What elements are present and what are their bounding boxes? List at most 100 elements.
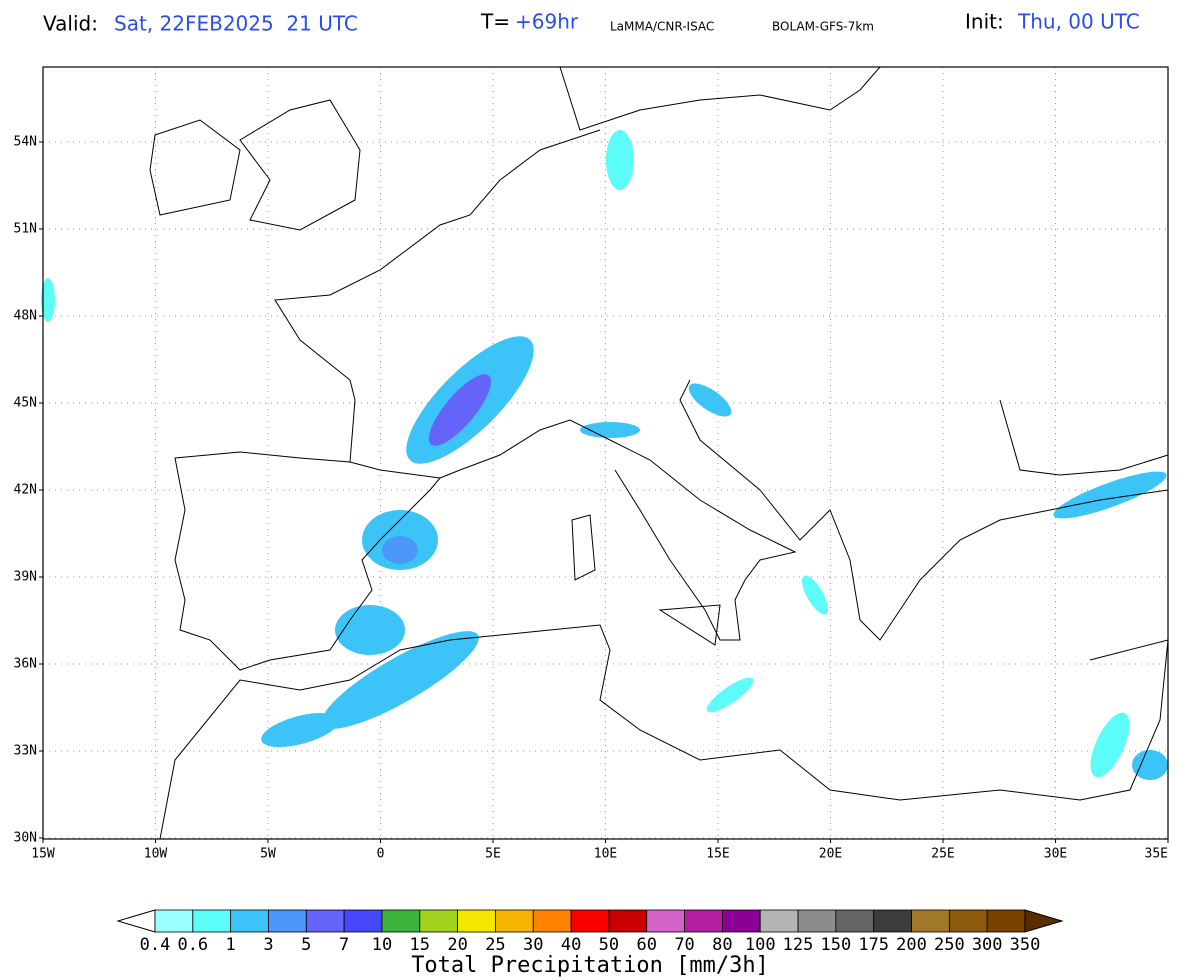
precip-area: [335, 605, 405, 655]
precip-area: [1053, 471, 1167, 519]
coastline: [174, 451, 441, 671]
colorbar-label: 1: [226, 935, 236, 955]
colorbar-label: 175: [858, 935, 889, 955]
colorbar-label: 15: [410, 935, 430, 955]
colorbar-box: [532, 909, 572, 933]
colorbar-label: 350: [1010, 935, 1041, 955]
colorbar-box: [986, 909, 1026, 933]
colorbar-box: [381, 909, 421, 933]
colorbar-box: [192, 909, 232, 933]
lon-label: 10W: [144, 847, 168, 862]
precip-area: [706, 677, 754, 713]
lon-label: 30E: [1044, 847, 1067, 862]
lon-label: 35E: [1145, 847, 1168, 862]
colorbar-label: 0.6: [177, 935, 208, 955]
coastline: [149, 119, 241, 216]
coastline: [159, 624, 1169, 840]
lon-label: 5E: [485, 847, 501, 862]
precip-area: [688, 383, 732, 417]
coastline: [274, 129, 601, 463]
colorbar-label: 250: [934, 935, 965, 955]
colorbar-label: 125: [783, 935, 814, 955]
init-label: Init:: [965, 10, 1004, 34]
coastlines: [149, 66, 1169, 840]
colorbar-box: [911, 909, 950, 933]
colorbar-label: 50: [599, 935, 619, 955]
precip-area: [1090, 712, 1130, 778]
lat-label: 48N: [14, 309, 37, 324]
precipitation: [41, 130, 1168, 780]
colorbar-box: [721, 909, 761, 933]
colorbar-box: [646, 909, 685, 933]
colorbar-title: Total Precipitation [mm/3h]: [411, 953, 769, 978]
colorbar-box: [684, 909, 723, 933]
colorbar-label: 80: [712, 935, 732, 955]
lat-label: 45N: [14, 396, 37, 411]
t-value: +69hr: [515, 10, 579, 34]
coastline: [559, 66, 881, 131]
colorbar-label: 7: [339, 935, 349, 955]
lon-label: 5W: [260, 847, 276, 862]
lon-label: 15W: [31, 847, 55, 862]
lat-label: 39N: [14, 570, 37, 585]
map-frame: [42, 66, 1169, 840]
colorbar-label: 0.4: [140, 935, 171, 955]
coastline: [239, 99, 361, 231]
colorbar-box: [343, 909, 383, 933]
precip-area: [261, 712, 339, 748]
colorbar-label: 300: [972, 935, 1003, 955]
valid-label: Valid:: [43, 12, 98, 36]
model: BOLAM-GFS-7km: [772, 20, 874, 34]
precip-area: [321, 631, 479, 729]
colorbar-arrow: [116, 909, 156, 933]
colorbar-box: [419, 909, 459, 933]
colorbar-label: 3: [263, 935, 273, 955]
colorbar-label: 40: [561, 935, 581, 955]
precip-area: [41, 278, 55, 322]
lat-label: 51N: [14, 222, 37, 237]
colorbar-box: [570, 909, 610, 933]
colorbar-label: 100: [745, 935, 776, 955]
lon-label: 20E: [819, 847, 842, 862]
coastline: [679, 379, 1169, 641]
colorbar-box: [457, 909, 496, 933]
lon-label: 0: [377, 847, 385, 862]
lat-label: 36N: [14, 657, 37, 672]
precip-area: [428, 374, 492, 446]
colorbar-box: [268, 909, 307, 933]
lat-label: 42N: [14, 483, 37, 498]
lon-label: 25E: [931, 847, 954, 862]
colorbar-arrow: [1024, 909, 1064, 933]
precip-area: [1132, 750, 1168, 780]
lat-label: 30N: [14, 831, 37, 846]
lat-label: 33N: [14, 744, 37, 759]
precip-area: [802, 575, 828, 615]
source: LaMMA/CNR-ISAC: [610, 20, 714, 34]
lon-label: 10E: [594, 847, 617, 862]
colorbar-label: 150: [821, 935, 852, 955]
colorbar-label: 25: [485, 935, 505, 955]
coastline: [999, 399, 1169, 476]
colorbar-box: [835, 909, 875, 933]
colorbar-box: [495, 909, 534, 933]
valid-value: Sat, 22FEB2025 21 UTC: [114, 12, 358, 36]
lat-label: 54N: [14, 135, 37, 150]
colorbar-box: [608, 909, 648, 933]
colorbar-box: [759, 909, 799, 933]
colorbar-label: 20: [447, 935, 467, 955]
colorbar-label: 10: [372, 935, 392, 955]
colorbar-label: 60: [636, 935, 656, 955]
colorbar-label: 70: [674, 935, 694, 955]
t-label: T=: [480, 10, 510, 34]
precip-area: [580, 422, 640, 438]
colorbar-box: [305, 909, 345, 933]
colorbar-label: 200: [896, 935, 927, 955]
coastline: [658, 604, 721, 646]
precip-area: [606, 130, 634, 190]
init-value: Thu, 00 UTC: [1017, 10, 1140, 34]
colorbar-box: [797, 909, 837, 933]
colorbar-box: [154, 909, 194, 933]
